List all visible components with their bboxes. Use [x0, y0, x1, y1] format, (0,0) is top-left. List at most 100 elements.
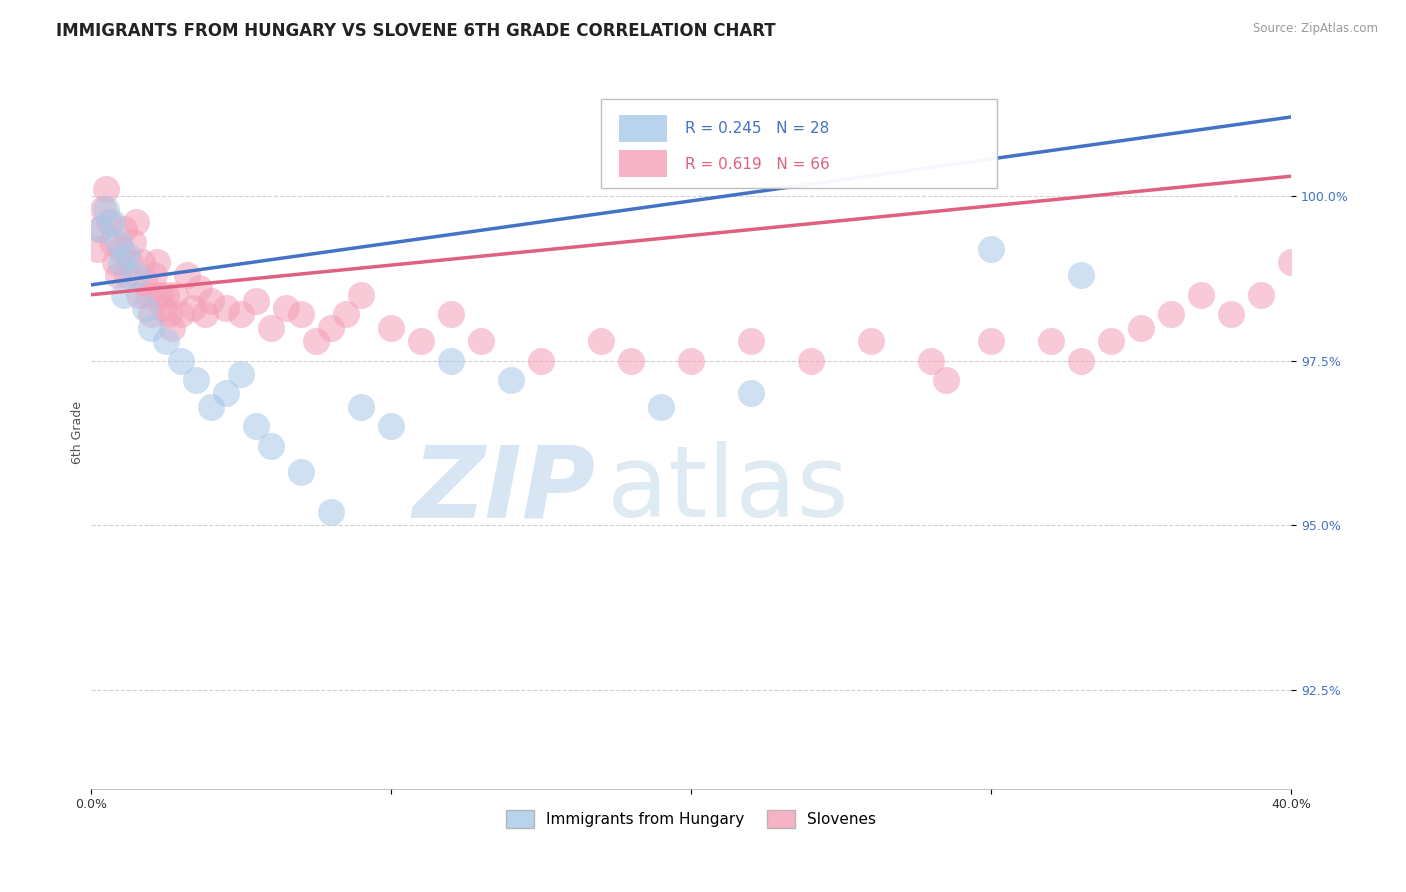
- Point: [440, 308, 463, 322]
- Point: [1070, 353, 1092, 368]
- Point: [1130, 320, 1153, 334]
- Point: [112, 287, 135, 301]
- Point: [231, 308, 253, 322]
- Point: [980, 242, 1002, 256]
- Point: [335, 308, 357, 322]
- Point: [935, 373, 957, 387]
- Point: [98, 215, 121, 229]
- Point: [740, 386, 762, 401]
- Y-axis label: 6th Grade: 6th Grade: [72, 401, 84, 465]
- Point: [920, 353, 942, 368]
- Point: [176, 268, 198, 282]
- Point: [141, 320, 163, 334]
- Point: [245, 419, 267, 434]
- FancyBboxPatch shape: [602, 99, 997, 187]
- Point: [146, 254, 169, 268]
- Point: [260, 320, 283, 334]
- Point: [143, 268, 166, 282]
- Point: [115, 248, 138, 262]
- Text: IMMIGRANTS FROM HUNGARY VS SLOVENE 6TH GRADE CORRELATION CHART: IMMIGRANTS FROM HUNGARY VS SLOVENE 6TH G…: [56, 22, 776, 40]
- Point: [1040, 334, 1063, 348]
- Text: Source: ZipAtlas.com: Source: ZipAtlas.com: [1253, 22, 1378, 36]
- Point: [125, 268, 148, 282]
- Point: [107, 235, 129, 249]
- Point: [290, 466, 312, 480]
- Point: [591, 334, 613, 348]
- Text: ZIP: ZIP: [412, 442, 595, 539]
- Point: [290, 308, 312, 322]
- Point: [86, 242, 108, 256]
- Point: [110, 242, 132, 256]
- Point: [321, 505, 343, 519]
- Point: [1070, 268, 1092, 282]
- Point: [155, 287, 177, 301]
- Point: [181, 301, 204, 315]
- Point: [134, 275, 156, 289]
- Point: [194, 308, 217, 322]
- Point: [96, 202, 118, 216]
- Point: [681, 353, 703, 368]
- Point: [120, 254, 142, 268]
- Point: [231, 367, 253, 381]
- Point: [620, 353, 643, 368]
- Point: [1160, 308, 1182, 322]
- Point: [110, 254, 132, 268]
- Point: [1189, 287, 1212, 301]
- Point: [530, 353, 553, 368]
- Point: [215, 301, 238, 315]
- Point: [1099, 334, 1122, 348]
- Point: [321, 320, 343, 334]
- Point: [112, 222, 135, 236]
- Point: [89, 222, 111, 236]
- Point: [134, 301, 156, 315]
- Point: [1220, 308, 1243, 322]
- Point: [115, 268, 138, 282]
- Point: [276, 301, 298, 315]
- Legend: Immigrants from Hungary, Slovenes: Immigrants from Hungary, Slovenes: [501, 805, 882, 834]
- Point: [91, 202, 114, 216]
- Point: [101, 215, 124, 229]
- Point: [122, 235, 145, 249]
- Point: [380, 419, 402, 434]
- Point: [440, 353, 463, 368]
- Point: [800, 353, 823, 368]
- Point: [104, 254, 127, 268]
- Point: [470, 334, 492, 348]
- Point: [136, 287, 159, 301]
- Point: [215, 386, 238, 401]
- Point: [131, 254, 153, 268]
- Point: [101, 235, 124, 249]
- Point: [157, 308, 180, 322]
- Point: [350, 400, 373, 414]
- Point: [160, 320, 183, 334]
- Point: [188, 281, 211, 295]
- Point: [149, 287, 172, 301]
- Point: [411, 334, 433, 348]
- Text: R = 0.245   N = 28: R = 0.245 N = 28: [685, 121, 830, 136]
- Point: [89, 222, 111, 236]
- Point: [96, 182, 118, 196]
- Point: [305, 334, 328, 348]
- Point: [740, 334, 762, 348]
- Point: [186, 373, 208, 387]
- Point: [260, 439, 283, 453]
- Point: [152, 301, 174, 315]
- Point: [155, 334, 177, 348]
- Point: [200, 400, 222, 414]
- Bar: [619, 115, 668, 142]
- Point: [125, 215, 148, 229]
- Point: [170, 308, 193, 322]
- Point: [165, 287, 187, 301]
- Point: [1250, 287, 1272, 301]
- Point: [650, 400, 672, 414]
- Point: [350, 287, 373, 301]
- Text: R = 0.619   N = 66: R = 0.619 N = 66: [685, 157, 830, 171]
- Point: [200, 294, 222, 309]
- Bar: [619, 150, 668, 177]
- Point: [1279, 254, 1302, 268]
- Point: [107, 268, 129, 282]
- Text: atlas: atlas: [607, 442, 849, 539]
- Point: [245, 294, 267, 309]
- Point: [860, 334, 883, 348]
- Point: [380, 320, 402, 334]
